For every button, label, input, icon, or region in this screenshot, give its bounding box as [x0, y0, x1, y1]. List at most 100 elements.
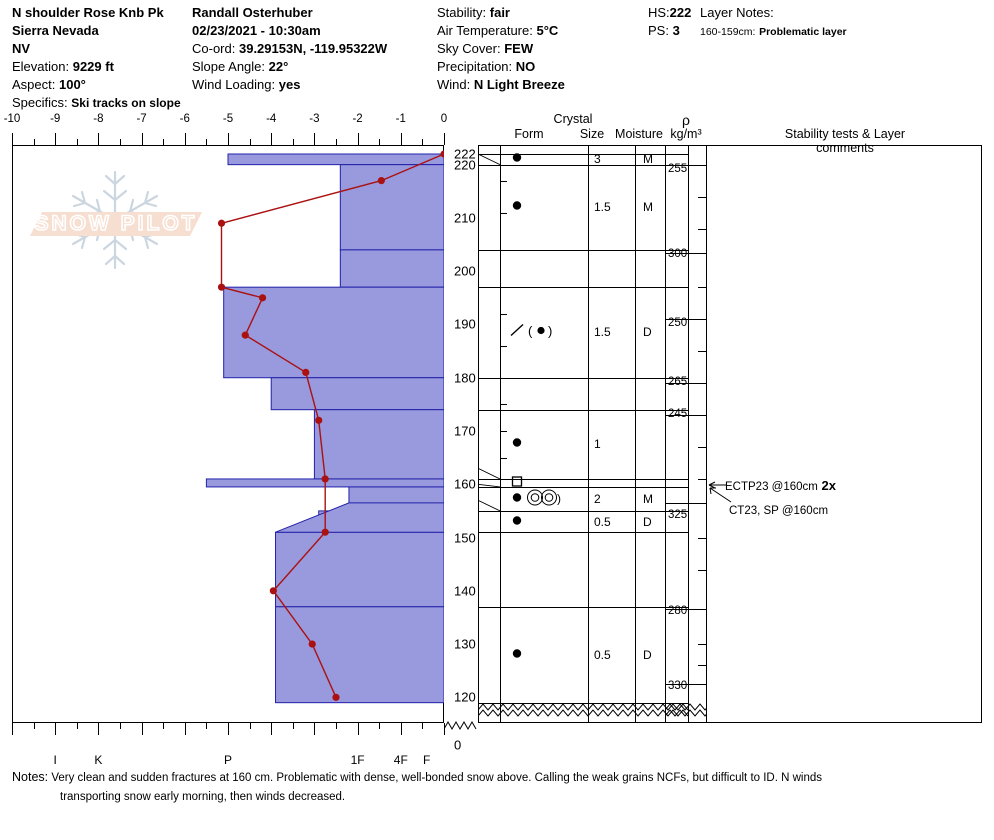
hardness-tick-label: K: [94, 753, 103, 767]
layer-tick: [500, 287, 507, 289]
temperature-data-point: [332, 693, 340, 701]
density-value: 245: [668, 408, 688, 421]
density-edge: [665, 145, 707, 146]
crystal-size-cell: 1.5: [594, 325, 611, 340]
hardness-tick-label: I: [53, 753, 57, 767]
density-divider: [665, 684, 707, 686]
density-value: 250: [668, 317, 688, 330]
hardness-axis-bottom: [12, 723, 445, 737]
precipitation-label: Precipitation:: [437, 59, 513, 74]
depth-tick-label: 150: [454, 530, 476, 546]
hardness-tick: [120, 723, 121, 729]
stability-test-text: ECTP23 @160cm: [725, 481, 818, 494]
layer-tick: [500, 457, 507, 459]
slope-angle-label: Slope Angle:: [192, 59, 266, 74]
layer-notes-label: Layer Notes:: [700, 5, 774, 20]
header-column-location: N shoulder Rose Knb Pk Sierra Nevada NV …: [12, 4, 181, 112]
form-header: Form: [514, 127, 544, 141]
watermark-text: SNOW PILOT: [35, 212, 198, 235]
table-row-divider: [478, 510, 688, 512]
layer-tick: [500, 486, 507, 488]
temperature-tick: [12, 133, 13, 145]
temperature-tick-label: -3: [309, 113, 320, 125]
specifics-value: Ski tracks on slope: [71, 96, 181, 110]
density-edge: [665, 722, 707, 723]
density-divider: [665, 502, 707, 504]
temperature-profile-line: [217, 150, 444, 701]
temperature-data-point: [269, 587, 277, 595]
crystal-form-symbol-rounded-grains: [510, 153, 524, 168]
layer-tick: [500, 404, 507, 406]
rho-header: ρ: [682, 112, 690, 128]
layer-tick: [500, 313, 507, 315]
hardness-tick: [314, 723, 316, 735]
layer-tick: [500, 377, 507, 379]
layer-note-text: Problematic layer: [759, 26, 847, 38]
density-value: 325: [668, 509, 688, 522]
temperature-tick: [163, 139, 165, 145]
layer-tick: [500, 532, 507, 534]
hardness-layer-bar: [275, 606, 444, 704]
elevation-value: 9229 ft: [72, 59, 114, 74]
density-break-zigzag: [665, 703, 707, 717]
moisture-cell: D: [643, 647, 652, 662]
table-row-divider: [478, 486, 688, 488]
precipitation-value: NO: [515, 59, 536, 74]
hardness-tick-label: P: [223, 753, 233, 767]
aspect-label: Aspect:: [12, 77, 56, 92]
temperature-tick: [336, 139, 337, 145]
temperature-tick: [444, 133, 445, 145]
slope-angle-value: 22°: [268, 59, 289, 74]
layer-connector-lines: [478, 153, 500, 512]
temperature-tick: [98, 133, 100, 145]
density-value: 265: [668, 376, 688, 389]
layer-tick: [500, 164, 507, 166]
crystal-header: Crystal: [553, 112, 593, 126]
table-row-divider: [478, 409, 688, 411]
temperature-tick: [141, 133, 143, 145]
hardness-tick: [400, 723, 402, 735]
depth-tick-label: 180: [454, 370, 476, 386]
temperature-tick: [314, 133, 316, 145]
table-row-divider: [478, 478, 688, 480]
crystal-form-cell: [510, 436, 524, 453]
depth-scale: 222 220 210 200 190 180 170 160 150 140 130 120 0: [444, 145, 478, 753]
table-column-divider: [588, 145, 589, 723]
temperature-data-point: [217, 219, 226, 227]
density-divider: [665, 252, 707, 254]
table-column-divider: [500, 145, 501, 723]
air-temperature-label: Air Temperature:: [437, 23, 533, 38]
hardness-tick-label: F: [423, 753, 431, 767]
table-row-divider: [478, 164, 688, 166]
temperature-data-point: [258, 294, 267, 302]
pit-location: N shoulder Rose Knb Pk: [12, 5, 164, 20]
depth-tick-label: 130: [454, 636, 476, 652]
density-tick: [698, 569, 706, 571]
depth-tick-label: 0: [454, 737, 462, 753]
crystal-form-symbol-rounded-mixed: ): [510, 489, 570, 508]
stability-test-entry: ECTP23 @160cm 2x: [725, 478, 836, 493]
density-right-border: [706, 145, 707, 723]
table-break-zigzag: [478, 703, 688, 717]
temperature-tick: [422, 139, 424, 145]
density-divider: [665, 383, 707, 385]
hardness-tick: [33, 723, 35, 729]
hardness-tick: [336, 723, 337, 729]
notes-line-1: Very clean and sudden fractures at 160 c…: [51, 772, 823, 784]
temperature-tick-label: -4: [266, 113, 277, 125]
elevation-label: Elevation:: [12, 59, 70, 74]
moisture-cell: M: [643, 491, 653, 506]
stability-comments-column: ECTP23 @160cm 2x CT23, SP @160cm: [707, 145, 982, 723]
temperature-data-point: [440, 150, 444, 158]
layer-tick: [500, 180, 507, 182]
hardness-tick-label: 1F: [350, 753, 365, 767]
hardness-taper-wedge: [275, 502, 444, 533]
temperature-tick-label: -9: [50, 113, 61, 125]
density-value: 300: [668, 248, 688, 261]
hardness-layer-bar: [227, 153, 444, 166]
depth-tick-label: 140: [454, 583, 476, 599]
density-tick: [698, 446, 706, 448]
stability-test-text: CT23, SP @160cm: [729, 504, 829, 517]
hardness-tick: [271, 723, 273, 735]
temperature-tick-label: -8: [93, 113, 104, 125]
